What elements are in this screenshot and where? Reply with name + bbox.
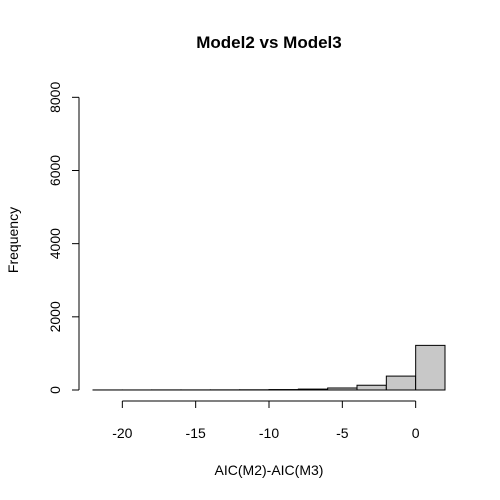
y-tick-label: 8000 bbox=[47, 82, 63, 113]
x-tick-label: -5 bbox=[336, 425, 349, 441]
x-tick-label: 0 bbox=[412, 425, 420, 441]
histogram-bar bbox=[357, 385, 386, 390]
y-tick-label: 2000 bbox=[47, 301, 63, 332]
histogram-bar bbox=[416, 345, 445, 390]
y-axis: 0 2000 4000 6000 8000 bbox=[47, 82, 79, 394]
chart-title: Model2 vs Model3 bbox=[196, 33, 341, 52]
x-axis-label: AIC(M2)-AIC(M3) bbox=[215, 462, 324, 478]
x-tick-label: -10 bbox=[259, 425, 279, 441]
y-tick-label: 4000 bbox=[47, 228, 63, 259]
y-axis-label: Frequency bbox=[5, 207, 21, 273]
histogram-bar bbox=[298, 389, 327, 390]
histogram-bar bbox=[328, 388, 357, 390]
x-axis: -20 -15 -10 -5 0 bbox=[112, 401, 420, 441]
x-tick-label: -15 bbox=[186, 425, 206, 441]
y-tick-label: 0 bbox=[47, 386, 63, 394]
histogram-bars bbox=[93, 345, 445, 390]
y-tick-label: 6000 bbox=[47, 155, 63, 186]
x-tick-label: -20 bbox=[112, 425, 132, 441]
histogram-bar bbox=[386, 376, 415, 390]
